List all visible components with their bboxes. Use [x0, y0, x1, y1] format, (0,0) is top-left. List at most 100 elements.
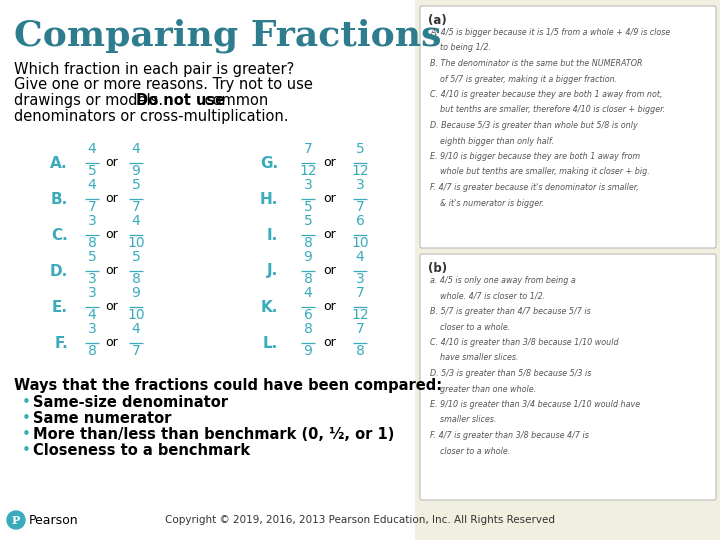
Text: C.: C.: [51, 227, 68, 242]
Text: L.: L.: [263, 335, 278, 350]
Circle shape: [7, 511, 25, 529]
Text: 5: 5: [356, 142, 364, 156]
Text: whole. 4/7 is closer to 1/2.: whole. 4/7 is closer to 1/2.: [430, 292, 545, 300]
Text: Give one or more reasons. Try not to use: Give one or more reasons. Try not to use: [14, 78, 313, 92]
Text: B.: B.: [50, 192, 68, 206]
Text: Which fraction in each pair is greater?: Which fraction in each pair is greater?: [14, 62, 294, 77]
Text: or: or: [106, 228, 118, 241]
FancyBboxPatch shape: [0, 0, 415, 540]
Text: or: or: [323, 228, 336, 241]
Text: A.: A.: [50, 156, 68, 171]
Text: Copyright © 2019, 2016, 2013 Pearson Education, Inc. All Rights Reserved: Copyright © 2019, 2016, 2013 Pearson Edu…: [165, 515, 555, 525]
Text: 4: 4: [356, 250, 364, 264]
Text: 8: 8: [132, 272, 140, 286]
Text: 10: 10: [351, 236, 369, 250]
Text: or: or: [323, 300, 336, 314]
Text: or: or: [106, 157, 118, 170]
Text: 4: 4: [88, 178, 96, 192]
Text: smaller slices.: smaller slices.: [430, 415, 496, 424]
Text: •: •: [22, 411, 31, 426]
Text: 5: 5: [132, 178, 140, 192]
Text: of 5/7 is greater, making it a bigger fraction.: of 5/7 is greater, making it a bigger fr…: [430, 75, 617, 84]
Text: K.: K.: [261, 300, 278, 314]
Text: More than/less than benchmark (0, ½, or 1): More than/less than benchmark (0, ½, or …: [33, 427, 395, 442]
Text: 8: 8: [304, 272, 312, 286]
Text: Closeness to a benchmark: Closeness to a benchmark: [33, 443, 250, 458]
Text: C. 4/10 is greater because they are both 1 away from not,: C. 4/10 is greater because they are both…: [430, 90, 662, 99]
Text: F. 4/7 is greater because it's denominator is smaller,: F. 4/7 is greater because it's denominat…: [430, 183, 639, 192]
Text: 7: 7: [356, 322, 364, 336]
Text: (a): (a): [428, 14, 446, 27]
Text: or: or: [106, 192, 118, 206]
Text: or: or: [323, 157, 336, 170]
Text: drawings or models.: drawings or models.: [14, 93, 168, 108]
Text: 5: 5: [304, 214, 312, 228]
Text: & it's numerator is bigger.: & it's numerator is bigger.: [430, 199, 544, 207]
Text: eighth bigger than only half.: eighth bigger than only half.: [430, 137, 554, 145]
Text: or: or: [106, 300, 118, 314]
Text: or: or: [323, 336, 336, 349]
Text: J.: J.: [266, 264, 278, 279]
Text: closer to a whole.: closer to a whole.: [430, 322, 510, 332]
Text: Ways that the fractions could have been compared:: Ways that the fractions could have been …: [14, 378, 442, 393]
Text: or: or: [106, 336, 118, 349]
Text: P: P: [12, 515, 20, 525]
Text: •: •: [22, 443, 31, 458]
Text: 3: 3: [88, 322, 96, 336]
Text: 3: 3: [304, 178, 312, 192]
Text: 7: 7: [356, 200, 364, 214]
Text: 6: 6: [356, 214, 364, 228]
Text: C. 4/10 is greater than 3/8 because 1/10 would: C. 4/10 is greater than 3/8 because 1/10…: [430, 338, 618, 347]
Text: 5: 5: [88, 250, 96, 264]
Text: 6: 6: [304, 308, 312, 322]
Text: 4: 4: [88, 142, 96, 156]
Text: 12: 12: [300, 164, 317, 178]
Text: D.: D.: [50, 264, 68, 279]
Text: 4: 4: [88, 308, 96, 322]
Text: B. The denominator is the same but the NUMERATOR: B. The denominator is the same but the N…: [430, 59, 642, 68]
Text: or: or: [323, 265, 336, 278]
Text: 4: 4: [132, 214, 140, 228]
Text: I.: I.: [266, 227, 278, 242]
Text: greater than one whole.: greater than one whole.: [430, 384, 536, 394]
Text: to being 1/2.: to being 1/2.: [430, 44, 491, 52]
Text: Do not use: Do not use: [136, 93, 225, 108]
Text: 4: 4: [132, 142, 140, 156]
Text: E.: E.: [52, 300, 68, 314]
Text: common: common: [200, 93, 269, 108]
Text: closer to a whole.: closer to a whole.: [430, 447, 510, 456]
Text: 5: 5: [304, 200, 312, 214]
Text: 9: 9: [304, 344, 312, 358]
Text: A. 4/5 is bigger because it is 1/5 from a whole + 4/9 is close: A. 4/5 is bigger because it is 1/5 from …: [430, 28, 670, 37]
Text: 5: 5: [88, 164, 96, 178]
Text: a. 4/5 is only one away from being a: a. 4/5 is only one away from being a: [430, 276, 576, 285]
Text: or: or: [323, 192, 336, 206]
Text: denominators or cross-multiplication.: denominators or cross-multiplication.: [14, 109, 289, 124]
Text: 5: 5: [132, 250, 140, 264]
Text: 12: 12: [351, 308, 369, 322]
Text: (b): (b): [428, 262, 447, 275]
Text: 7: 7: [132, 200, 140, 214]
FancyBboxPatch shape: [420, 6, 716, 248]
Text: 8: 8: [356, 344, 364, 358]
Text: F. 4/7 is greater than 3/8 because 4/7 is: F. 4/7 is greater than 3/8 because 4/7 i…: [430, 431, 589, 440]
Text: 3: 3: [88, 214, 96, 228]
Text: 8: 8: [304, 236, 312, 250]
Text: H.: H.: [260, 192, 278, 206]
Text: 4: 4: [304, 286, 312, 300]
Text: 7: 7: [304, 142, 312, 156]
Text: E. 9/10 is greater than 3/4 because 1/10 would have: E. 9/10 is greater than 3/4 because 1/10…: [430, 400, 640, 409]
FancyBboxPatch shape: [420, 254, 716, 500]
Text: 7: 7: [356, 286, 364, 300]
Text: 3: 3: [88, 272, 96, 286]
Text: •: •: [22, 395, 31, 410]
Text: 10: 10: [127, 236, 145, 250]
Text: 4: 4: [132, 322, 140, 336]
Text: Pearson: Pearson: [29, 514, 78, 526]
Text: 8: 8: [88, 236, 96, 250]
Text: but tenths are smaller, therefore 4/10 is closer + bigger.: but tenths are smaller, therefore 4/10 i…: [430, 105, 665, 114]
Text: 9: 9: [132, 286, 140, 300]
Text: B. 5/7 is greater than 4/7 because 5/7 is: B. 5/7 is greater than 4/7 because 5/7 i…: [430, 307, 590, 316]
Text: 7: 7: [88, 200, 96, 214]
Text: •: •: [22, 427, 31, 442]
